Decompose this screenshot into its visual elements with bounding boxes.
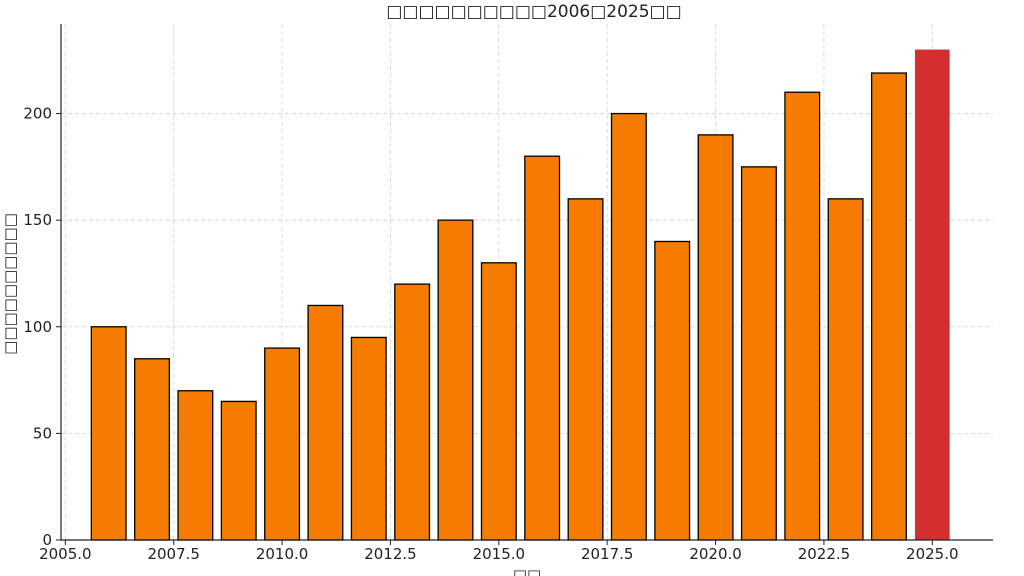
x-tick-label: 2007.5 <box>147 545 200 563</box>
bar <box>394 283 431 541</box>
bar <box>784 91 821 541</box>
x-tick-label: 2012.5 <box>364 545 417 563</box>
bar <box>480 262 517 541</box>
bar <box>220 400 257 541</box>
bar <box>697 134 734 541</box>
y-tick-label: 200 <box>23 105 52 123</box>
x-tick-label: 2020.0 <box>689 545 742 563</box>
bar <box>90 326 127 541</box>
chart-title: □□□□□□□□□□2006□2025□□ <box>386 2 681 22</box>
bar <box>524 155 561 541</box>
x-tick-label: 2022.5 <box>798 545 851 563</box>
y-tick-label: 50 <box>33 424 52 442</box>
bar <box>740 166 777 541</box>
bar <box>264 347 301 541</box>
bar <box>870 72 907 541</box>
bar <box>134 358 171 541</box>
y-tick-label: 100 <box>23 318 52 336</box>
x-tick-label: 2015.0 <box>473 545 526 563</box>
bar <box>307 304 344 541</box>
bar <box>654 240 691 541</box>
x-tick-label: 2017.5 <box>581 545 634 563</box>
bar <box>350 336 387 541</box>
axes <box>56 24 993 545</box>
x-tick-label: 2005.0 <box>39 545 92 563</box>
y-tick-label: 150 <box>23 211 52 229</box>
y-axis-label: □□□□□□□□□□ <box>1 213 19 355</box>
bars <box>90 49 950 541</box>
bar-highlight <box>914 49 950 540</box>
bar <box>177 390 214 541</box>
y-tick-label: 0 <box>42 531 52 549</box>
x-tick-label: 2010.0 <box>256 545 309 563</box>
tick-labels: 2005.0 2007.5 2010.0 2012.5 2015.0 2017.5 2020… <box>23 105 958 563</box>
bar <box>437 219 474 541</box>
x-tick-label: 2025.0 <box>906 545 959 563</box>
x-axis-label: □□ <box>513 566 541 576</box>
bar <box>610 112 647 541</box>
bar <box>567 198 604 541</box>
bar <box>827 198 864 541</box>
